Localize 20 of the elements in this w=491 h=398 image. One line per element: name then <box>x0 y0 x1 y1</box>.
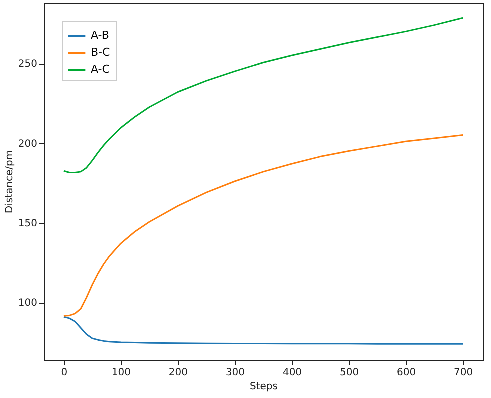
y-tick-label: 200 <box>18 138 38 150</box>
x-tick-label: 100 <box>112 368 132 378</box>
x-tick-label: 500 <box>340 368 360 378</box>
y-tick-label: 100 <box>18 298 38 310</box>
line-series <box>63 17 464 174</box>
line-series <box>63 316 464 345</box>
x-tick-label: 700 <box>454 368 474 378</box>
x-axis-title: Steps <box>250 382 278 392</box>
legend-label: B-C <box>91 46 111 59</box>
x-tick-label: 0 <box>61 368 68 378</box>
x-tick-label: 300 <box>226 368 246 378</box>
y-axis-title: Distance/pm <box>4 150 16 214</box>
x-tick-label: 400 <box>282 368 302 378</box>
x-tick-label: 200 <box>168 368 188 378</box>
line-series <box>63 134 464 317</box>
legend-label: A-B <box>91 29 110 42</box>
x-tick-label: 600 <box>396 368 416 378</box>
y-tick-label: 150 <box>18 218 38 230</box>
y-tick-label: 250 <box>18 59 38 70</box>
legend-label: A-C <box>91 63 110 76</box>
